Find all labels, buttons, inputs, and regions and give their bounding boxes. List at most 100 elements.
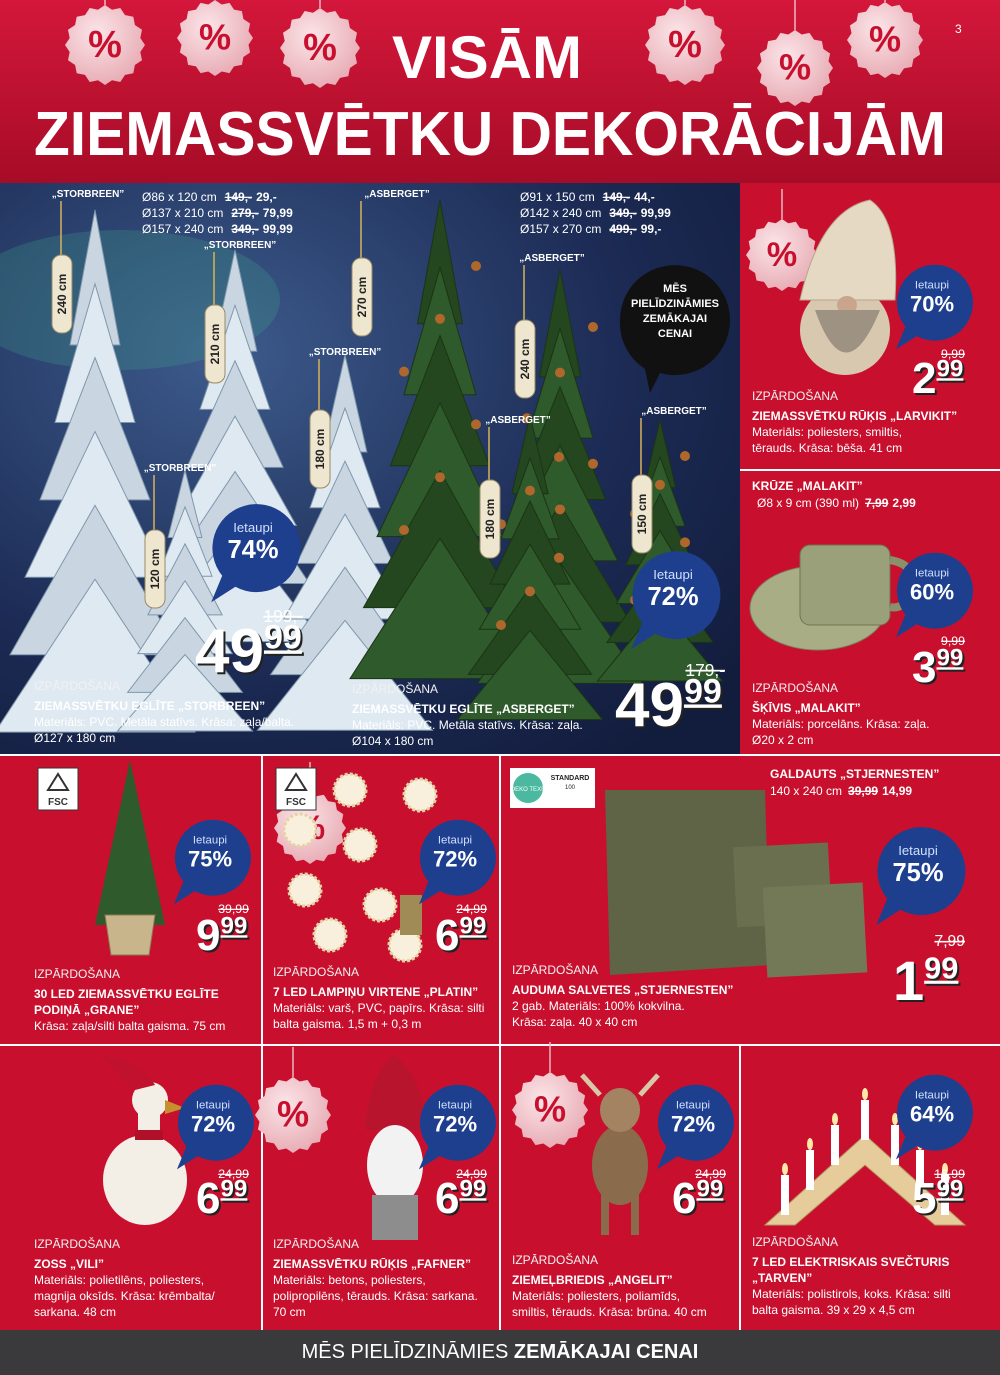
price-cents: 99 [459, 1175, 486, 1202]
mug [799, 544, 891, 626]
fsc-tree [46, 772, 70, 791]
fsc-text: FSC [48, 797, 68, 808]
gnome-hat [799, 199, 897, 301]
product-name: 30 LED ZIEMASSVĒTKU EGLĪTE [34, 987, 219, 1001]
product-description: Ø20 x 2 cm [752, 733, 813, 747]
candle [781, 1175, 789, 1215]
old-price: 9,99 [941, 634, 965, 648]
tree-label: „ASBERGET” [519, 253, 585, 264]
tag-shape [255, 1077, 331, 1153]
cone [435, 472, 445, 483]
tag-shape [746, 219, 818, 291]
cone [655, 479, 665, 490]
size-tag [204, 304, 226, 384]
product-name: 7 LED ELEKTRISKAIS SVEČTURIS [752, 1254, 949, 1269]
price: 599 [912, 1174, 963, 1223]
size: Ø86 x 120 cm [142, 190, 217, 204]
size-tag-text: 180 cm [313, 429, 327, 470]
savings-label: Ietaupi [915, 568, 949, 580]
savings-bubble [631, 551, 721, 650]
callout-shape [619, 265, 730, 393]
price-whole: 3 [912, 643, 936, 692]
candle [891, 1125, 899, 1165]
extra-line: 140 x 240 cm 39,99 14,99 [770, 784, 912, 798]
price-cents: 99 [924, 951, 958, 986]
oeko-text: OEKO TEX® [511, 786, 547, 793]
price: 999 [196, 911, 247, 960]
old-price: 499,- [609, 222, 636, 236]
callout-text: PIELĪDZINĀMIES [631, 298, 719, 310]
price-whole: 5 [912, 1174, 936, 1223]
tag-shape [847, 2, 923, 78]
product-description: Krāsa: zaļa. 40 x 40 cm [512, 1015, 637, 1029]
light-star [402, 777, 438, 813]
new-price: 99,99 [641, 206, 671, 220]
price-whole: 6 [435, 1174, 459, 1223]
product-description: Krāsa: zaļa/silti balta gaisma. 75 cm [34, 1019, 225, 1033]
tree-label: „ASBERGET” [485, 415, 551, 426]
size: Ø157 x 240 cm [142, 222, 223, 236]
percent-tag: % [65, 5, 145, 85]
price-cents: 99 [264, 618, 302, 656]
old-price: 16,99 [934, 1167, 965, 1181]
price-whole: 6 [672, 1174, 696, 1223]
cone [435, 313, 445, 324]
savings-percent: 72% [671, 1111, 716, 1136]
cone [554, 552, 564, 563]
sale-label: IZPĀRDOŠANA [752, 680, 838, 695]
savings-percent: 70% [910, 291, 955, 316]
new-price: 44,- [634, 190, 655, 204]
size-tag [514, 319, 536, 399]
price-cents: 99 [936, 355, 963, 382]
savings-percent: 75% [892, 859, 943, 887]
savings-bubble [895, 552, 973, 638]
candle [861, 1100, 869, 1140]
flame [782, 1163, 788, 1175]
tag-symbol: % [767, 236, 797, 274]
tree [456, 414, 604, 721]
product-description: Materiāls: porcelāns. Krāsa: zaļa. [752, 717, 929, 731]
percent-tag: % [757, 30, 833, 106]
savings-percent: 60% [910, 579, 955, 604]
product-description: sarkana. 48 cm [34, 1305, 116, 1319]
product-description: 2 gab. Materiāls: 100% kokvilna. [512, 999, 685, 1013]
callout-text: MĒS [663, 283, 687, 295]
cone [588, 322, 598, 332]
flame [807, 1138, 813, 1150]
small-tree [95, 760, 165, 925]
product-description: balta gaisma. 39 x 29 x 4,5 cm [752, 1303, 915, 1317]
savings-percent: 75% [188, 846, 233, 871]
tag-symbol: % [779, 46, 811, 87]
savings-bubble [418, 1084, 496, 1170]
savings-percent: 64% [910, 1101, 955, 1126]
tag-symbol: % [88, 24, 122, 66]
extra-new: 2,99 [892, 496, 916, 510]
price: 699 [196, 1174, 247, 1223]
page-number: 3 [955, 22, 962, 36]
savings-percent: 74% [227, 536, 278, 564]
product-name: AUDUMA SALVETES „STJERNESTEN” [512, 983, 733, 997]
percent-tag: % [645, 5, 725, 85]
tree-layer [116, 653, 254, 732]
tag-shape [645, 5, 725, 85]
sale-label: IZPĀRDOŠANA [34, 966, 120, 981]
size: Ø157 x 270 cm [520, 222, 601, 236]
sale-label: IZPĀRDOŠANA [273, 964, 359, 979]
footer-text: MĒS PIELĪDZINĀMIES ZEMĀKAJAI CENAI [302, 1340, 699, 1363]
extra-size: 140 x 240 cm [770, 784, 842, 798]
gnome-beard [367, 1125, 423, 1205]
flame [832, 1113, 838, 1125]
savings-label: Ietaupi [438, 1100, 472, 1112]
candle [806, 1150, 814, 1190]
sale-label: IZPĀRDOŠANA [512, 962, 598, 977]
tree-layer [0, 578, 196, 733]
extra-old: 39,99 [848, 784, 878, 798]
goose-beak [165, 1100, 185, 1114]
title-line: VISĀM [392, 24, 582, 91]
price-whole: 1 [893, 949, 924, 1012]
oeko-text: 100 [565, 785, 576, 791]
tag-symbol: % [534, 1088, 566, 1129]
price-cents: 99 [936, 644, 963, 671]
tree-label: „STORBREEN” [52, 189, 125, 200]
tree-label: „STORBREEN” [144, 463, 217, 474]
